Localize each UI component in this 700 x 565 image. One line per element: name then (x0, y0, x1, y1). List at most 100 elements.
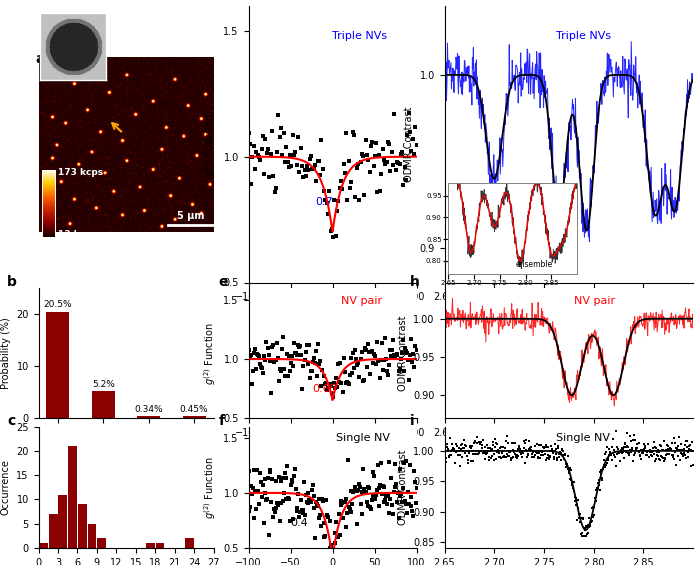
Point (302, 162, 313, 171)
Point (529, 450, 540, 459)
Point (382, 492, 393, 501)
Point (300, 490, 312, 499)
Point (326, 388, 337, 397)
Point (485, 444, 496, 453)
Point (256, 493, 267, 502)
Point (381, 491, 392, 500)
Point (358, 484, 370, 493)
Point (352, 486, 363, 496)
Point (573, 510, 584, 519)
Point (323, 384, 335, 393)
Point (313, 340, 324, 349)
Point (340, 379, 351, 388)
Point (683, 442, 694, 451)
Point (354, 480, 365, 489)
Point (309, 534, 321, 543)
Point (533, 453, 544, 462)
Y-axis label: ODMR Contrast: ODMR Contrast (398, 450, 407, 525)
Point (385, 166, 396, 175)
Point (562, 464, 573, 473)
Point (510, 453, 522, 462)
Point (341, 128, 352, 137)
Point (621, 428, 632, 437)
Point (316, 494, 328, 503)
Point (316, 135, 327, 144)
Point (320, 532, 331, 541)
Point (669, 438, 680, 447)
Point (502, 432, 513, 441)
Point (367, 137, 378, 146)
Point (457, 440, 468, 449)
Point (279, 489, 290, 498)
Point (392, 350, 403, 359)
Point (268, 357, 279, 366)
Point (402, 131, 413, 140)
Text: 5.2%: 5.2% (92, 380, 115, 389)
Point (620, 438, 631, 447)
Point (372, 188, 383, 197)
Point (446, 450, 457, 459)
Point (401, 348, 412, 357)
Point (517, 453, 528, 462)
Point (512, 451, 524, 460)
Text: 20.5%: 20.5% (43, 301, 72, 310)
Point (267, 171, 279, 180)
Point (664, 443, 676, 452)
Point (328, 551, 339, 560)
Bar (92, 391, 115, 418)
Point (447, 440, 458, 449)
Point (470, 447, 482, 456)
Point (507, 453, 518, 462)
Point (349, 131, 360, 140)
Point (332, 546, 343, 555)
Point (640, 441, 651, 450)
Point (319, 380, 330, 389)
Point (246, 180, 257, 189)
Point (257, 131, 268, 140)
Point (253, 152, 265, 161)
Point (336, 497, 347, 506)
Point (636, 454, 647, 463)
Point (442, 442, 453, 451)
Point (382, 371, 393, 380)
Point (497, 447, 508, 457)
Point (561, 460, 572, 469)
Point (363, 484, 374, 493)
Text: 173 kcps: 173 kcps (58, 168, 103, 177)
Point (579, 523, 590, 532)
Point (484, 444, 496, 453)
Point (673, 433, 684, 442)
Point (377, 145, 388, 154)
Point (547, 449, 558, 458)
Point (304, 154, 315, 163)
Point (330, 517, 342, 526)
Point (332, 383, 343, 392)
Point (634, 450, 645, 459)
Point (584, 514, 595, 523)
Point (322, 209, 333, 218)
Point (489, 455, 500, 464)
Point (605, 449, 616, 458)
Point (296, 162, 307, 171)
Point (480, 454, 491, 463)
Point (386, 473, 397, 483)
Point (493, 445, 504, 454)
Point (399, 344, 410, 353)
Point (566, 466, 577, 475)
Point (297, 384, 308, 393)
Point (342, 196, 353, 205)
Bar (146, 543, 155, 548)
Point (575, 517, 586, 526)
Point (517, 449, 528, 458)
X-axis label: Frequency [GHz]: Frequency [GHz] (528, 308, 609, 318)
Point (459, 448, 470, 457)
Point (651, 447, 662, 457)
Point (571, 501, 582, 510)
Point (288, 150, 300, 159)
Point (599, 462, 610, 471)
Point (405, 334, 416, 344)
Point (254, 499, 265, 508)
Point (299, 477, 310, 486)
Point (626, 447, 637, 456)
Point (293, 490, 304, 499)
